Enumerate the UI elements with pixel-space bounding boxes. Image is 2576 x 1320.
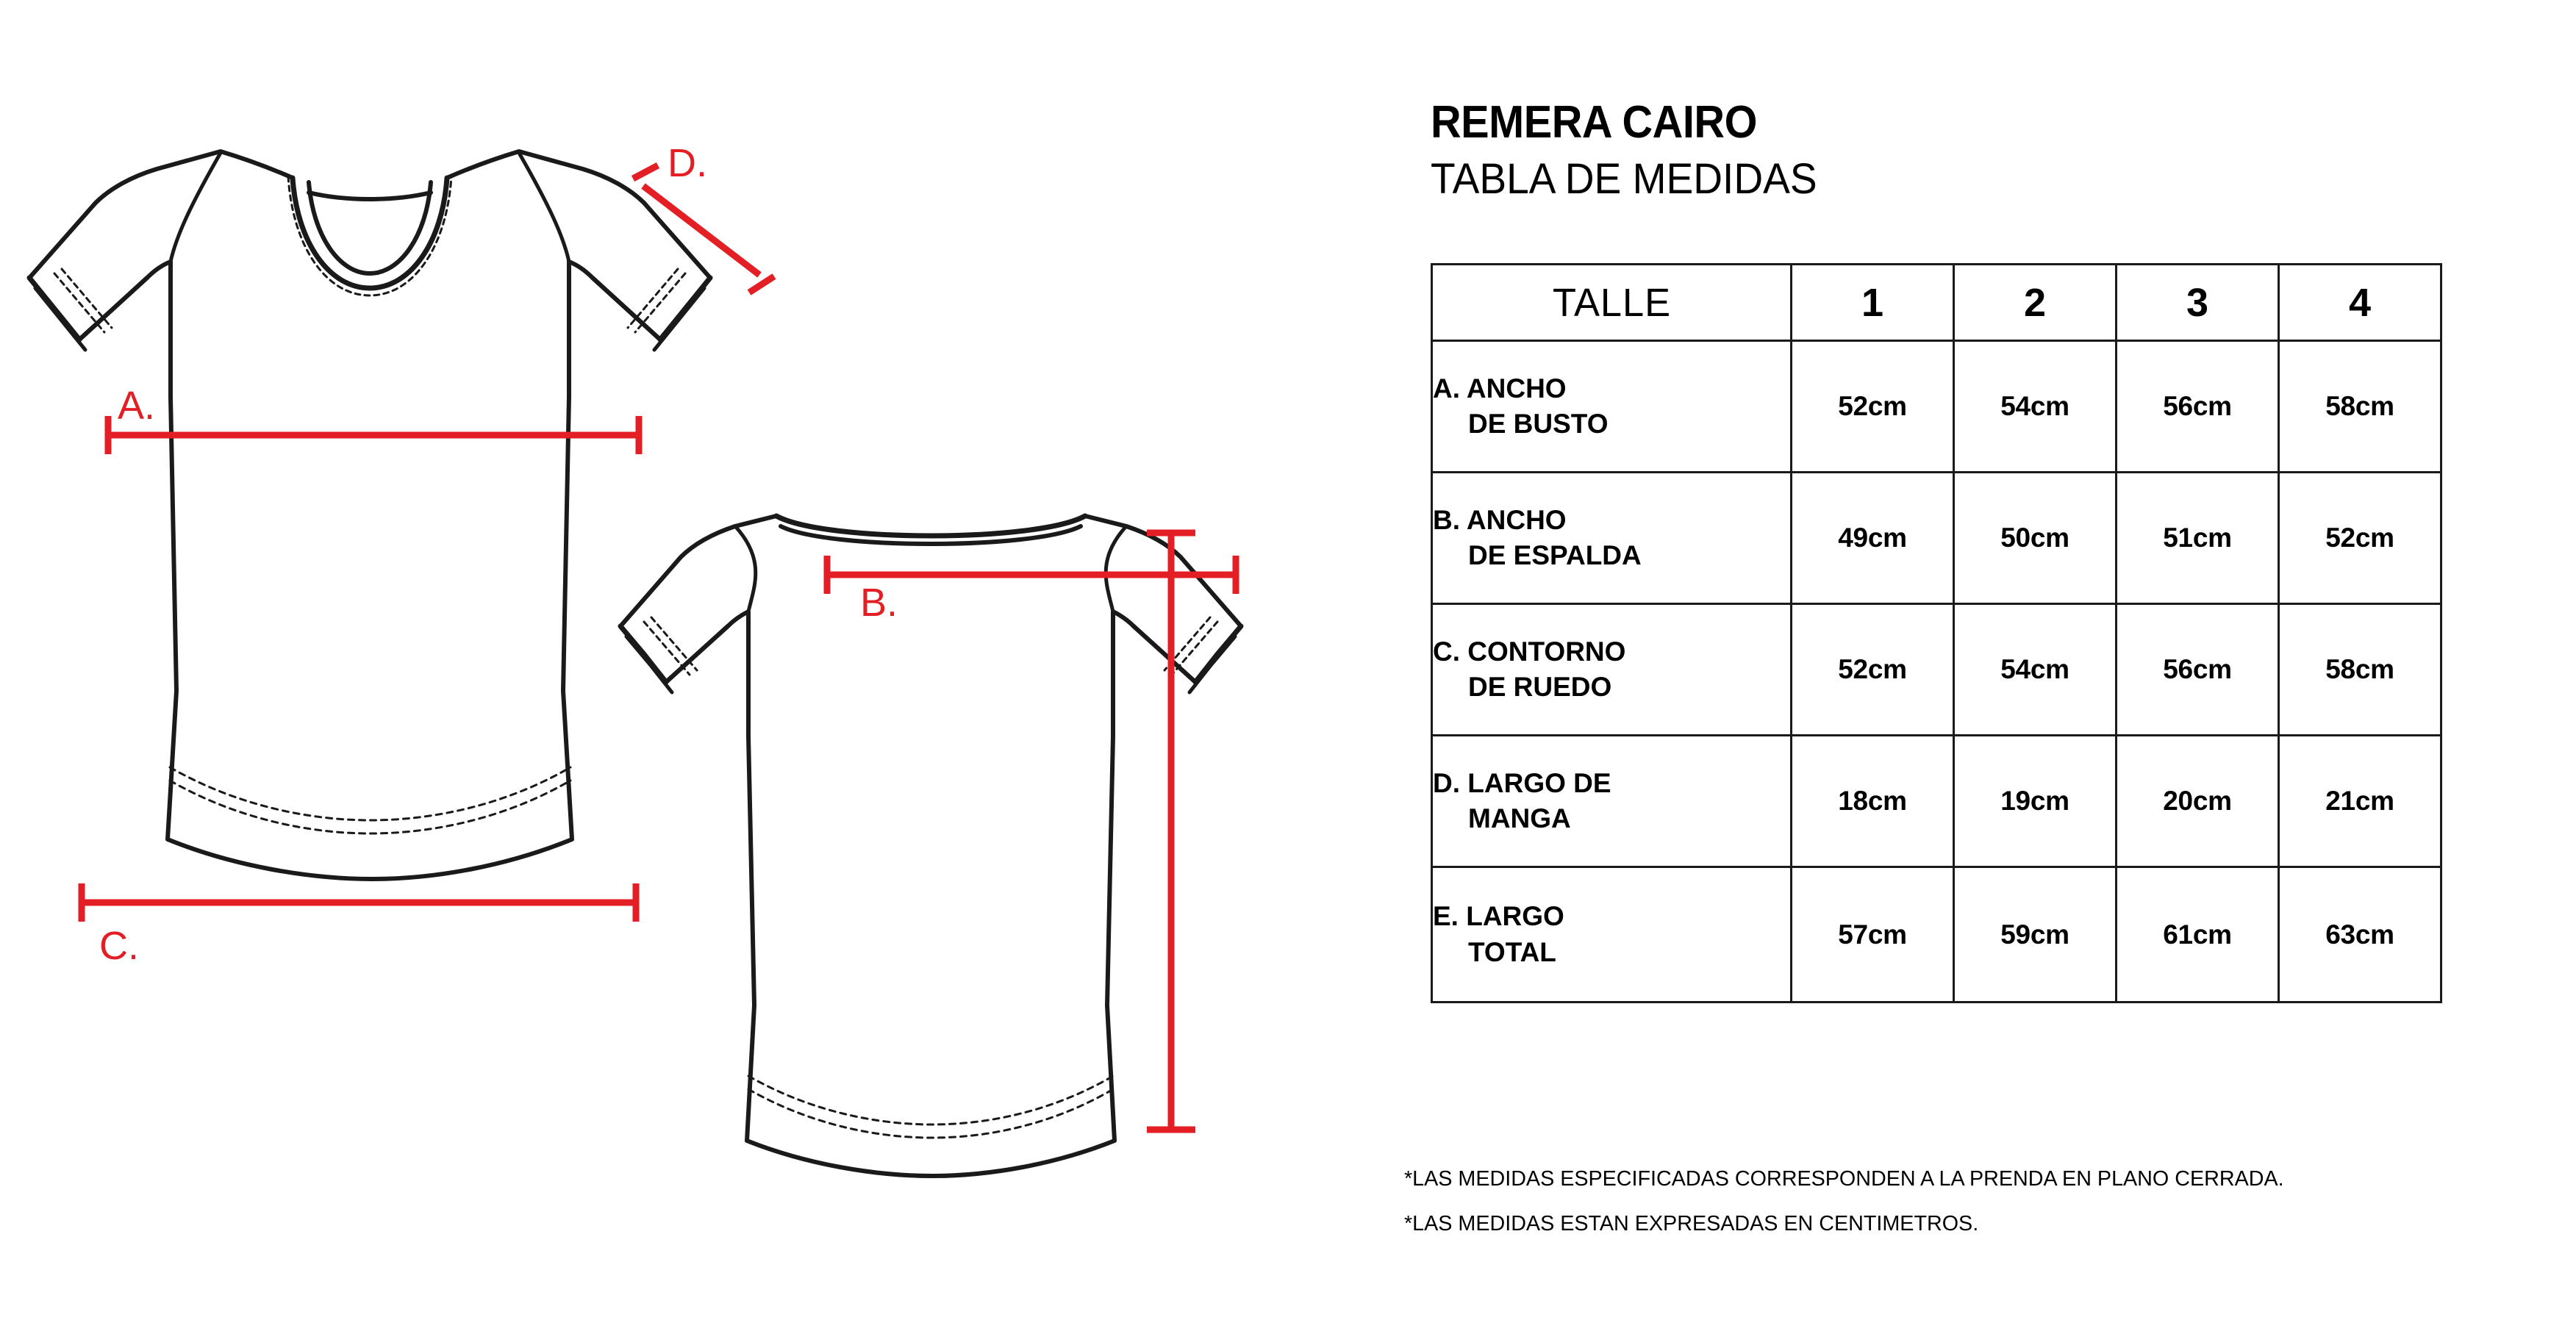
header-cell-size-2: 2: [1953, 263, 2117, 342]
footnote-2: *LAS MEDIDAS ESTAN EXPRESADAS EN CENTIME…: [1404, 1212, 1979, 1235]
row-label-c: C. CONTORNO DE RUEDO: [1431, 603, 1792, 736]
table-row: A. ANCHO DE BUSTO 52cm 54cm 56cm 58cm: [1431, 340, 2442, 473]
dimension-label-a: A.: [118, 384, 155, 428]
cell-b-4: 52cm: [2278, 471, 2442, 605]
dimension-cap-d-top: [631, 162, 660, 182]
row-label-c-line2: DE RUEDO: [1468, 672, 1612, 702]
remera-back-technical-flat: [618, 513, 1244, 1178]
dimension-label-d: D.: [668, 141, 707, 185]
row-label-b: B. ANCHO DE ESPALDA: [1431, 471, 1792, 605]
header-cell-size-3: 3: [2115, 263, 2280, 342]
dimension-label-c: C.: [99, 924, 139, 968]
table-header-row: TALLE 1 2 3 4: [1432, 263, 2442, 342]
cell-b-2: 50cm: [1953, 471, 2117, 605]
measurement-table: TALLE 1 2 3 4 A. ANCHO DE BUSTO 52cm 54c…: [1431, 263, 2442, 1003]
chart-subtitle: TABLA DE MEDIDAS: [1431, 155, 1817, 204]
header-cell-talle: TALLE: [1436, 263, 1787, 342]
table-row: C. CONTORNO DE RUEDO 52cm 54cm 56cm 58cm: [1431, 603, 2442, 736]
header-cell-size-4: 4: [2278, 263, 2442, 342]
front-dimension-lines: [78, 162, 776, 922]
cell-a-4: 58cm: [2278, 340, 2442, 473]
header-cell-size-1: 1: [1790, 263, 1955, 342]
cell-b-1: 49cm: [1790, 471, 1955, 605]
product-title: REMERA CAIRO: [1431, 97, 1757, 148]
cell-a-3: 56cm: [2115, 340, 2280, 473]
cell-c-4: 58cm: [2278, 603, 2442, 736]
title-block: REMERA CAIRO TABLA DE MEDIDAS: [1431, 99, 2460, 202]
cell-e-3: 61cm: [2115, 866, 2280, 1003]
illustration-panel: A. C. D.: [26, 141, 1244, 1178]
cell-c-2: 54cm: [1953, 603, 2117, 736]
cell-b-3: 51cm: [2115, 471, 2280, 605]
footnotes: *LAS MEDIDAS ESPECIFICADAS CORRESPONDEN …: [1404, 1169, 2576, 1258]
cell-a-2: 54cm: [1953, 340, 2117, 473]
cell-e-2: 59cm: [1953, 866, 2117, 1003]
cell-e-1: 57cm: [1790, 866, 1955, 1003]
row-label-e: E. LARGO TOTAL: [1431, 866, 1792, 1003]
row-label-d: D. LARGO DE MANGA: [1431, 734, 1792, 868]
back-dimension-lines: [823, 529, 1239, 1133]
row-label-e-line2: TOTAL: [1468, 936, 1556, 967]
cell-c-1: 52cm: [1790, 603, 1955, 736]
table-row: E. LARGO TOTAL 57cm 59cm 61cm 63cm: [1431, 866, 2442, 1003]
row-label-b-line1: B. ANCHO: [1433, 504, 1567, 535]
row-label-a-line2: DE BUSTO: [1468, 409, 1609, 439]
remera-front-technical-flat: [26, 149, 713, 881]
cell-d-3: 20cm: [2115, 734, 2280, 868]
dimension-label-b: B.: [860, 581, 898, 625]
row-label-d-line2: MANGA: [1468, 803, 1571, 833]
footnote-1: *LAS MEDIDAS ESPECIFICADAS CORRESPONDEN …: [1404, 1167, 2284, 1191]
row-label-d-line1: D. LARGO DE: [1433, 767, 1611, 798]
cell-a-1: 52cm: [1790, 340, 1955, 473]
cell-e-4: 63cm: [2278, 866, 2442, 1003]
cell-d-4: 21cm: [2278, 734, 2442, 868]
cell-c-3: 56cm: [2115, 603, 2280, 736]
row-label-a: A. ANCHO DE BUSTO: [1431, 340, 1792, 473]
row-label-e-line1: E. LARGO: [1433, 901, 1564, 932]
dimension-cap-d-bottom: [747, 273, 776, 295]
row-label-b-line2: DE ESPALDA: [1468, 540, 1642, 570]
row-label-a-line1: A. ANCHO: [1433, 373, 1567, 403]
row-label-c-line1: C. CONTORNO: [1433, 636, 1626, 667]
technical-flats-svg: A. C. D.: [26, 141, 1244, 1178]
spec-panel: REMERA CAIRO TABLA DE MEDIDAS TALLE 1 2 …: [1397, 0, 2576, 1320]
cell-d-1: 18cm: [1790, 734, 1955, 868]
dimension-line-d: [641, 183, 762, 278]
cell-d-2: 19cm: [1953, 734, 2117, 868]
table-row: D. LARGO DE MANGA 18cm 19cm 20cm 21cm: [1431, 734, 2442, 868]
table-row: B. ANCHO DE ESPALDA 49cm 50cm 51cm 52cm: [1431, 471, 2442, 605]
